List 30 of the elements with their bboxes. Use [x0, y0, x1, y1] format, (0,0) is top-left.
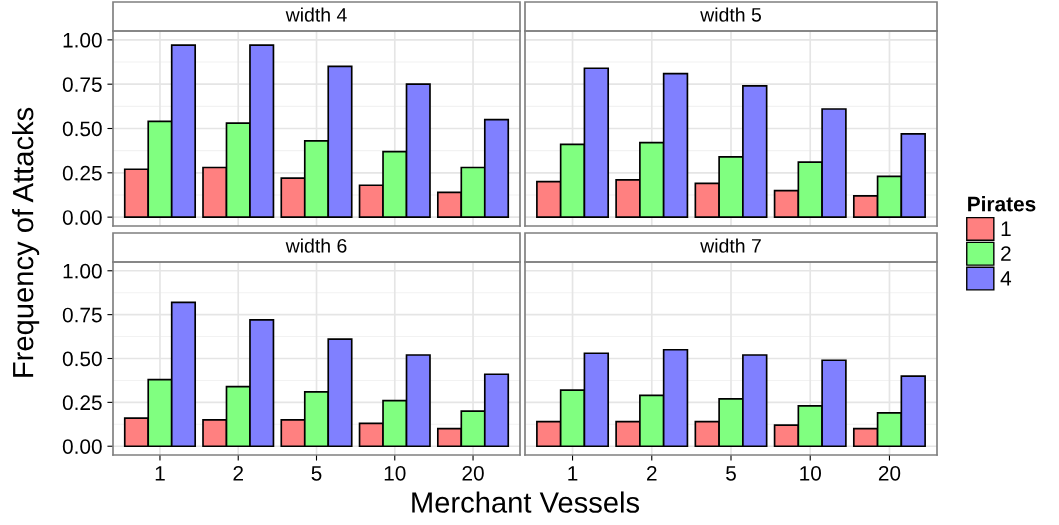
y-tick-label: 0.25 [62, 165, 102, 181]
y-tick-label: 0.00 [62, 210, 102, 225]
x-tick-label: 5 [726, 466, 736, 481]
x-tick-label: 5 [311, 466, 322, 481]
y-tick-label: 1.00 [63, 263, 102, 279]
x-tick-label: 10 [800, 465, 821, 481]
legend-title: Pirates [968, 196, 1036, 212]
y-tick-label: 0.00 [62, 439, 102, 454]
x-tick-label: 1 [568, 466, 578, 481]
legend-label: 4 [1000, 271, 1012, 286]
legend-label: 1 [1001, 221, 1011, 236]
x-tick-label: 20 [462, 465, 484, 481]
y-tick-label: 0.75 [62, 307, 102, 323]
x-tick-label: 1 [155, 466, 165, 481]
y-tick-label: 0.50 [62, 351, 102, 367]
y-axis-title: Frequency of Attacks [12, 107, 40, 377]
chart-title: width 5 [700, 7, 761, 22]
legend-label: 2 [1001, 246, 1011, 261]
chart-title: width 6 [285, 238, 347, 253]
chart-title: width 7 [700, 238, 761, 253]
x-tick-label: 2 [233, 465, 243, 481]
x-tick-label: 10 [384, 465, 406, 481]
x-tick-label: 2 [647, 465, 657, 481]
y-tick-label: 1.00 [63, 32, 102, 48]
chart-title: width 4 [285, 7, 347, 22]
y-tick-label: 0.25 [62, 395, 102, 411]
x-tick-label: 20 [878, 465, 901, 481]
y-tick-label: 0.50 [62, 121, 102, 137]
y-tick-label: 0.75 [62, 77, 102, 92]
x-axis-title: Merchant Vessels [412, 491, 640, 513]
